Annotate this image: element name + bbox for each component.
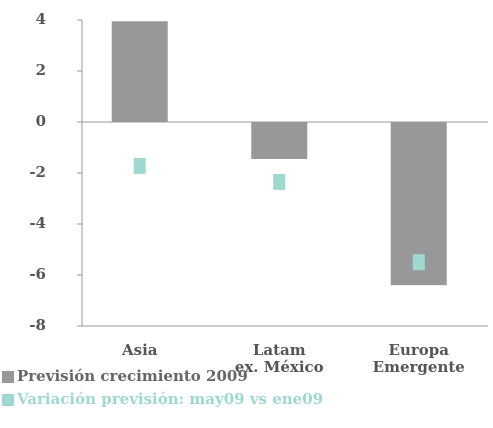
y-tick-label: 0 [36,112,46,130]
marker [273,173,286,190]
y-tick-label: 2 [36,61,46,79]
legend-label: Previsión crecimiento 2009 [17,367,248,385]
x-tick-label: Emergente [373,358,465,376]
legend-swatch [2,371,14,383]
x-tick-label: Latam [253,341,306,359]
marker [412,254,425,271]
legend-label: Variación previsión: may09 vs ene09 [16,390,323,408]
y-tick-label: -8 [29,316,46,334]
bar [111,21,168,122]
x-tick-label: Europa [389,341,450,359]
bar [251,122,308,159]
x-tick-label: Asia [121,341,158,359]
marker [133,157,146,174]
y-tick-label: -4 [29,214,46,232]
x-tick-label: ex. México [235,358,324,376]
y-tick-label: 4 [36,10,46,28]
legend-swatch [2,394,14,406]
y-tick-label: -6 [29,265,46,283]
y-tick-label: -2 [29,163,46,181]
